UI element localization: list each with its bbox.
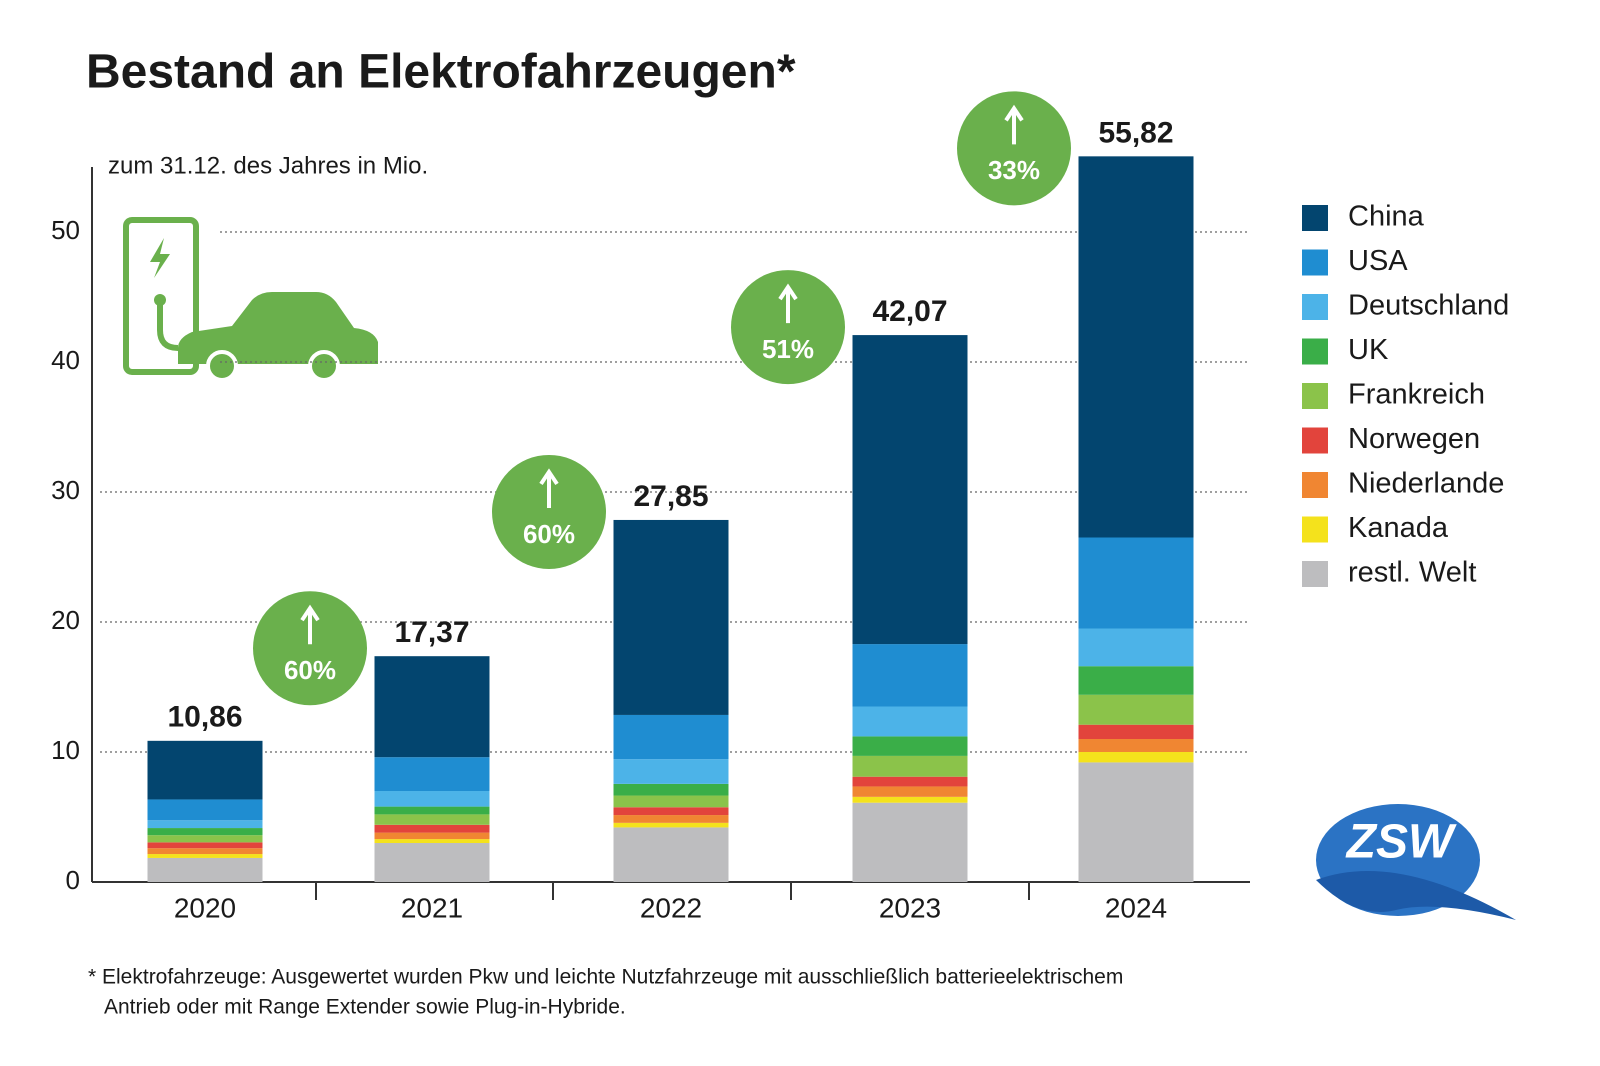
bar-segment <box>147 848 263 855</box>
bar-segment <box>852 796 968 803</box>
growth-badge <box>957 91 1071 206</box>
legend-swatch <box>1302 561 1328 587</box>
bar-segment <box>147 740 263 800</box>
total-label: 55,82 <box>1098 116 1173 149</box>
growth-arrow <box>1004 104 1024 145</box>
bar-segment <box>613 827 729 882</box>
legend-label: Niederlande <box>1348 468 1504 500</box>
legend-label: Kanada <box>1348 512 1449 544</box>
y-tick-label: 10 <box>51 735 80 765</box>
growth-badge <box>492 454 606 569</box>
bar-segment <box>613 759 729 784</box>
bar-segment <box>147 842 263 849</box>
bar-segment <box>1078 739 1194 752</box>
y-tick-label: 30 <box>51 475 80 505</box>
bar-segment <box>613 807 729 816</box>
bar-segment <box>852 335 968 645</box>
bar-segment <box>374 791 490 807</box>
bar-segment <box>374 843 490 882</box>
bar-segment <box>852 786 968 797</box>
growth-arrow <box>539 468 559 508</box>
logo: ZSW <box>1316 804 1516 920</box>
bar-segment <box>147 854 263 858</box>
bar-segment <box>613 795 729 808</box>
bar-segment <box>613 815 729 823</box>
legend-label: Norwegen <box>1348 423 1480 455</box>
legend-swatch <box>1302 383 1328 409</box>
growth-label: 33% <box>988 155 1040 185</box>
legend-swatch <box>1302 205 1328 231</box>
bar-segment <box>852 776 968 787</box>
bar-segment <box>852 736 968 756</box>
growth-badge <box>731 270 845 385</box>
growth-badge <box>253 591 367 706</box>
footnote: Antrieb oder mit Range Extender sowie Pl… <box>104 996 626 1019</box>
bar-segment <box>374 806 490 815</box>
bar-segment <box>613 714 729 760</box>
legend-label: Deutschland <box>1348 290 1509 322</box>
growth-label: 60% <box>523 519 575 549</box>
bar-segment <box>613 822 729 828</box>
y-tick-label: 20 <box>51 605 80 635</box>
growth-arrow <box>778 283 798 324</box>
car-icon <box>123 217 378 382</box>
x-tick-label: 2024 <box>1105 892 1167 923</box>
total-label: 27,85 <box>633 480 708 513</box>
legend-label: USA <box>1348 245 1408 277</box>
growth-label: 60% <box>284 655 336 685</box>
legend-swatch <box>1302 516 1328 543</box>
total-label: 42,07 <box>872 295 947 328</box>
bar-segment <box>1078 762 1194 882</box>
bar-segment <box>1078 537 1194 629</box>
bar-segment <box>1078 752 1194 763</box>
subtitle: zum 31.12. des Jahres in Mio. <box>108 152 428 179</box>
legend-label: UK <box>1348 334 1389 366</box>
bar-segment <box>852 644 968 707</box>
legend-swatch <box>1302 472 1328 498</box>
total-label: 10,86 <box>167 701 242 734</box>
bar-segment <box>374 832 490 840</box>
y-tick-label: 0 <box>66 865 80 895</box>
bar-segment <box>1078 156 1194 538</box>
bar-segment <box>147 799 263 821</box>
chart-title: Bestand an Elektrofahrzeugen* <box>86 46 796 99</box>
x-tick-label: 2023 <box>879 892 941 923</box>
growth-label: 51% <box>762 334 814 364</box>
bar-segment <box>147 857 263 882</box>
bar-segment <box>1078 628 1194 667</box>
x-tick-label: 2021 <box>401 892 463 923</box>
bar-segment <box>613 519 729 715</box>
y-tick-label: 50 <box>51 215 80 245</box>
bar-segment <box>1078 694 1194 725</box>
legend-swatch <box>1302 427 1328 454</box>
legend-swatch <box>1302 338 1328 365</box>
growth-arrow <box>300 604 320 645</box>
bar-segment <box>613 783 729 796</box>
legend-label: restl. Welt <box>1348 557 1476 589</box>
logo-text: ZSW <box>1345 816 1457 869</box>
bar-segment <box>374 656 490 758</box>
legend-swatch <box>1302 294 1328 320</box>
bar-segment <box>374 839 490 843</box>
legend-label: China <box>1348 201 1425 233</box>
bar-segment <box>147 835 263 843</box>
bar-segment <box>374 824 490 833</box>
footnote: * Elektrofahrzeuge: Ausgewertet wurden P… <box>88 966 1123 989</box>
legend-swatch <box>1302 249 1328 276</box>
total-label: 17,37 <box>394 616 469 649</box>
bar-segment <box>852 706 968 737</box>
bar-segment <box>147 828 263 836</box>
x-tick-label: 2022 <box>640 892 702 923</box>
legend-label: Frankreich <box>1348 379 1485 411</box>
bar-segment <box>374 757 490 791</box>
bar-segment <box>852 802 968 882</box>
bar-segment <box>1078 724 1194 739</box>
bar-segment <box>1078 666 1194 695</box>
x-tick-label: 2020 <box>174 892 236 923</box>
bar-segment <box>374 814 490 825</box>
bar-segment <box>147 820 263 829</box>
y-tick-label: 40 <box>51 345 80 375</box>
bar-segment <box>852 755 968 777</box>
